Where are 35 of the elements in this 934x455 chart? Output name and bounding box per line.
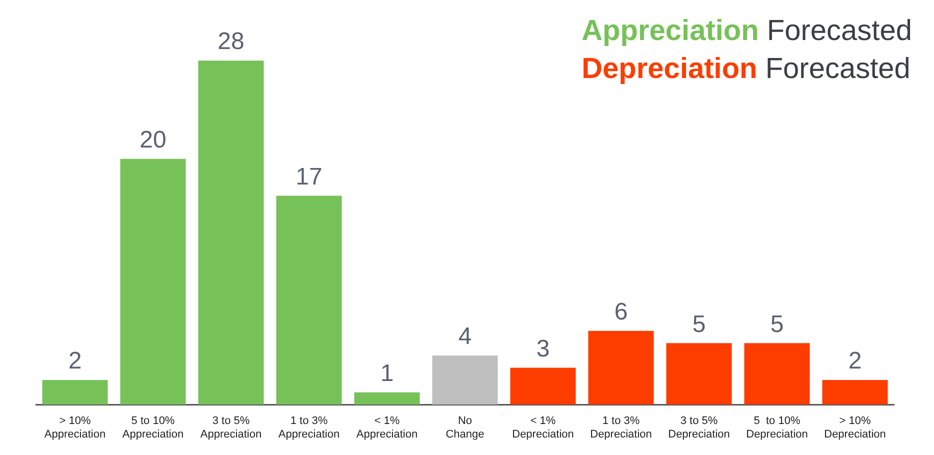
x-tick-label: 5 to 10% Depreciation xyxy=(746,415,808,440)
bar xyxy=(822,380,888,405)
x-tick-label: > 10% Appreciation xyxy=(44,415,106,440)
x-tick-label: 3 to 5% Depreciation xyxy=(668,415,730,440)
data-label: 5 xyxy=(692,310,706,338)
x-tick-label: < 1% Appreciation xyxy=(356,415,418,440)
x-tick-label: > 10% Depreciation xyxy=(824,415,886,440)
bar xyxy=(588,330,654,405)
data-label: 28 xyxy=(218,28,244,56)
bar xyxy=(42,380,108,405)
text: Depreciation Forecasted xyxy=(582,52,912,87)
x-tick-label: < 1% Depreciation xyxy=(512,415,574,440)
x-tick-label: 1 to 3% Appreciation xyxy=(278,415,340,440)
data-label: 5 xyxy=(770,310,784,338)
x-tick-label: 3 to 5% Appreciation xyxy=(200,415,262,440)
bar xyxy=(744,343,810,405)
data-label: 20 xyxy=(140,126,166,154)
data-label: 17 xyxy=(296,163,322,190)
bar xyxy=(666,343,732,405)
data-label: 4 xyxy=(458,323,472,350)
data-label: 2 xyxy=(68,348,82,375)
data-label: 2 xyxy=(848,348,862,375)
text: Appreciation Forecasted xyxy=(582,14,912,49)
bar xyxy=(510,368,576,405)
x-tick-label: 1 to 3% Depreciation xyxy=(590,415,652,440)
bar xyxy=(276,196,342,405)
x-tick-label: No Change xyxy=(446,415,484,440)
data-label: 1 xyxy=(380,360,394,387)
data-label: 3 xyxy=(536,335,550,362)
bar xyxy=(432,355,498,405)
bar xyxy=(354,392,420,405)
bar xyxy=(198,60,264,405)
bar xyxy=(120,158,186,405)
x-tick-label: 5 to 10% Appreciation xyxy=(122,415,184,440)
data-label: 6 xyxy=(614,298,628,326)
